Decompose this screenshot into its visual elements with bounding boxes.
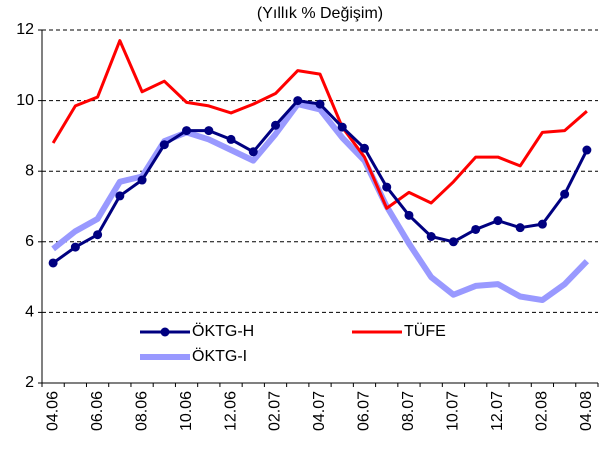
x-tick-label: 10.06 (178, 391, 195, 431)
legend-marker (160, 327, 170, 337)
chart-title: (Yıllık % Değişim) (257, 5, 383, 22)
point (359, 143, 369, 153)
point (115, 191, 125, 201)
x-tick-label: 06.07 (356, 391, 373, 431)
y-tick-label: 10 (16, 92, 34, 109)
point (226, 134, 236, 144)
point (70, 242, 80, 252)
point (159, 140, 169, 150)
point (582, 145, 592, 155)
legend-label: ÖKTG-I (192, 347, 247, 365)
point (137, 175, 147, 185)
legend-label: TÜFE (404, 322, 446, 340)
point (471, 224, 481, 234)
point (337, 122, 347, 132)
point (537, 219, 547, 229)
point (271, 120, 281, 130)
point (404, 210, 414, 220)
point (382, 182, 392, 192)
x-tick-label: 02.07 (267, 391, 284, 431)
x-tick-label: 06.06 (89, 391, 106, 431)
series-line (51, 101, 590, 304)
point (182, 126, 192, 136)
point (293, 96, 303, 106)
point (248, 147, 258, 157)
x-tick-label: 02.08 (534, 391, 551, 431)
point (93, 230, 103, 240)
legend-label: ÖKTG-H (192, 322, 254, 340)
x-tick-label: 12.07 (489, 391, 506, 431)
x-tick-label: 08.07 (400, 391, 417, 431)
point (48, 258, 58, 268)
x-tick-label: 04.08 (578, 391, 595, 431)
y-tick-label: 12 (16, 21, 34, 38)
point (204, 126, 214, 136)
series-line (52, 99, 589, 265)
y-tick-label: 2 (25, 374, 34, 391)
point (315, 99, 325, 109)
x-tick-label: 12.06 (222, 391, 239, 431)
point (560, 189, 570, 199)
point (426, 232, 436, 242)
point (448, 237, 458, 247)
y-tick-label: 4 (25, 304, 34, 321)
x-tick-label: 04.06 (44, 391, 61, 431)
point (515, 223, 525, 233)
x-tick-label: 08.06 (133, 391, 150, 431)
y-tick-label: 6 (25, 233, 34, 250)
x-tick-label: 04.07 (311, 391, 328, 431)
point (493, 216, 503, 226)
x-tick-label: 10.07 (445, 391, 462, 431)
y-tick-label: 8 (25, 162, 34, 179)
series-line (51, 39, 588, 210)
